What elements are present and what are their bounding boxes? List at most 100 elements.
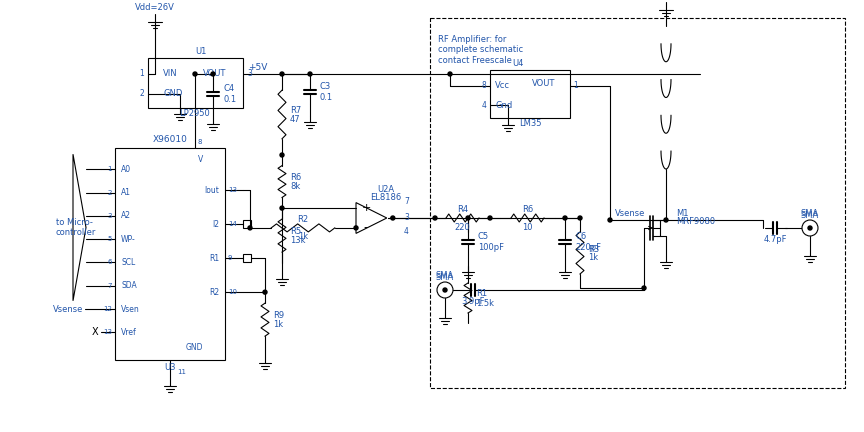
Circle shape [578,216,582,220]
Text: RF Amplifier: for
complete schematic
contact Freescale: RF Amplifier: for complete schematic con… [438,35,523,65]
Text: R1: R1 [209,254,219,263]
Circle shape [193,72,197,76]
Circle shape [248,226,252,230]
Text: V: V [198,156,203,165]
Text: 8: 8 [197,139,201,145]
Circle shape [466,216,470,220]
Text: Vcc: Vcc [495,82,510,90]
Text: A0: A0 [121,165,131,174]
Text: +5V: +5V [248,63,267,72]
Text: Gnd: Gnd [495,101,512,109]
Text: 12: 12 [103,306,112,312]
Circle shape [448,72,452,76]
Circle shape [308,72,312,76]
Text: Vsense: Vsense [53,305,83,314]
Circle shape [211,72,215,76]
Text: LP2950: LP2950 [180,109,210,118]
Text: 13: 13 [103,330,112,335]
Text: R4: R4 [457,206,468,215]
Bar [243,220,251,229]
Text: 2: 2 [108,190,112,196]
Text: GND: GND [163,89,182,98]
Circle shape [354,226,358,230]
Bar [243,254,251,262]
Bar [148,58,243,108]
Text: VIN: VIN [163,70,178,79]
Bar [490,70,570,118]
Text: 1k: 1k [588,254,598,263]
Text: Vref: Vref [121,328,137,337]
Text: 9: 9 [228,255,232,261]
Text: 1: 1 [139,70,144,79]
Text: U4: U4 [512,58,524,67]
Text: A2: A2 [121,211,131,220]
Circle shape [488,216,492,220]
Text: Vsen: Vsen [121,305,140,314]
Text: 8k: 8k [290,182,301,191]
Text: C5
100pF: C5 100pF [478,232,504,252]
Text: X96010: X96010 [153,136,187,144]
Text: to Micro-: to Micro- [56,218,92,227]
Text: 1: 1 [107,166,112,172]
Text: C4
0.1: C4 0.1 [223,84,236,104]
Text: 3.9pF: 3.9pF [461,298,485,306]
Text: M1: M1 [676,209,689,217]
Text: VOUT: VOUT [203,70,226,79]
Text: SMA: SMA [435,271,454,280]
Text: 5: 5 [108,236,112,242]
Text: LM35: LM35 [518,120,541,128]
Text: Vdd=26V: Vdd=26V [135,3,175,13]
Circle shape [642,286,646,290]
Text: I2: I2 [212,220,219,229]
Text: U3: U3 [164,363,175,372]
Text: 1.5k: 1.5k [476,299,494,308]
Text: 8: 8 [481,82,486,90]
Text: R9: R9 [273,311,284,320]
Text: 11: 11 [177,369,186,375]
Text: 3: 3 [247,70,252,79]
Text: C6
220pF: C6 220pF [575,232,601,252]
Text: EL8186: EL8186 [371,194,402,203]
Circle shape [280,153,284,157]
Text: VOUT: VOUT [532,79,556,89]
Circle shape [802,220,818,236]
Text: GND: GND [186,343,203,353]
Text: R5: R5 [290,227,302,236]
Text: Vsense: Vsense [615,210,645,219]
Circle shape [280,72,284,76]
Text: R7: R7 [290,106,302,115]
Circle shape [391,216,395,220]
Text: R6: R6 [522,206,533,215]
Circle shape [608,218,612,222]
Text: 4: 4 [404,228,409,236]
Text: SMA: SMA [435,273,454,283]
Text: WP-: WP- [121,235,136,244]
Text: 14: 14 [228,221,237,227]
Text: 10: 10 [228,289,237,295]
Circle shape [437,282,453,298]
Text: 1k: 1k [298,232,308,241]
Text: 13: 13 [228,187,237,194]
Text: +: + [361,203,371,213]
Bar [115,148,225,360]
Bar [430,18,845,388]
Text: A1: A1 [121,188,131,197]
Text: 3: 3 [404,213,409,222]
Text: R2: R2 [297,216,308,224]
Text: R2: R2 [209,288,219,297]
Circle shape [433,216,437,220]
Text: 6: 6 [107,260,112,266]
Text: 3: 3 [107,213,112,219]
Text: 47: 47 [290,115,301,124]
Text: 10: 10 [522,222,533,232]
Circle shape [280,206,284,210]
Text: R6: R6 [290,173,302,182]
Text: Iout: Iout [204,186,219,195]
Text: C3
0.1: C3 0.1 [320,83,334,102]
Text: 13k: 13k [290,236,306,245]
Text: 4: 4 [481,101,486,109]
Text: 1: 1 [573,82,578,90]
Text: X: X [92,327,98,337]
Text: R3: R3 [588,245,600,254]
Circle shape [664,218,668,222]
